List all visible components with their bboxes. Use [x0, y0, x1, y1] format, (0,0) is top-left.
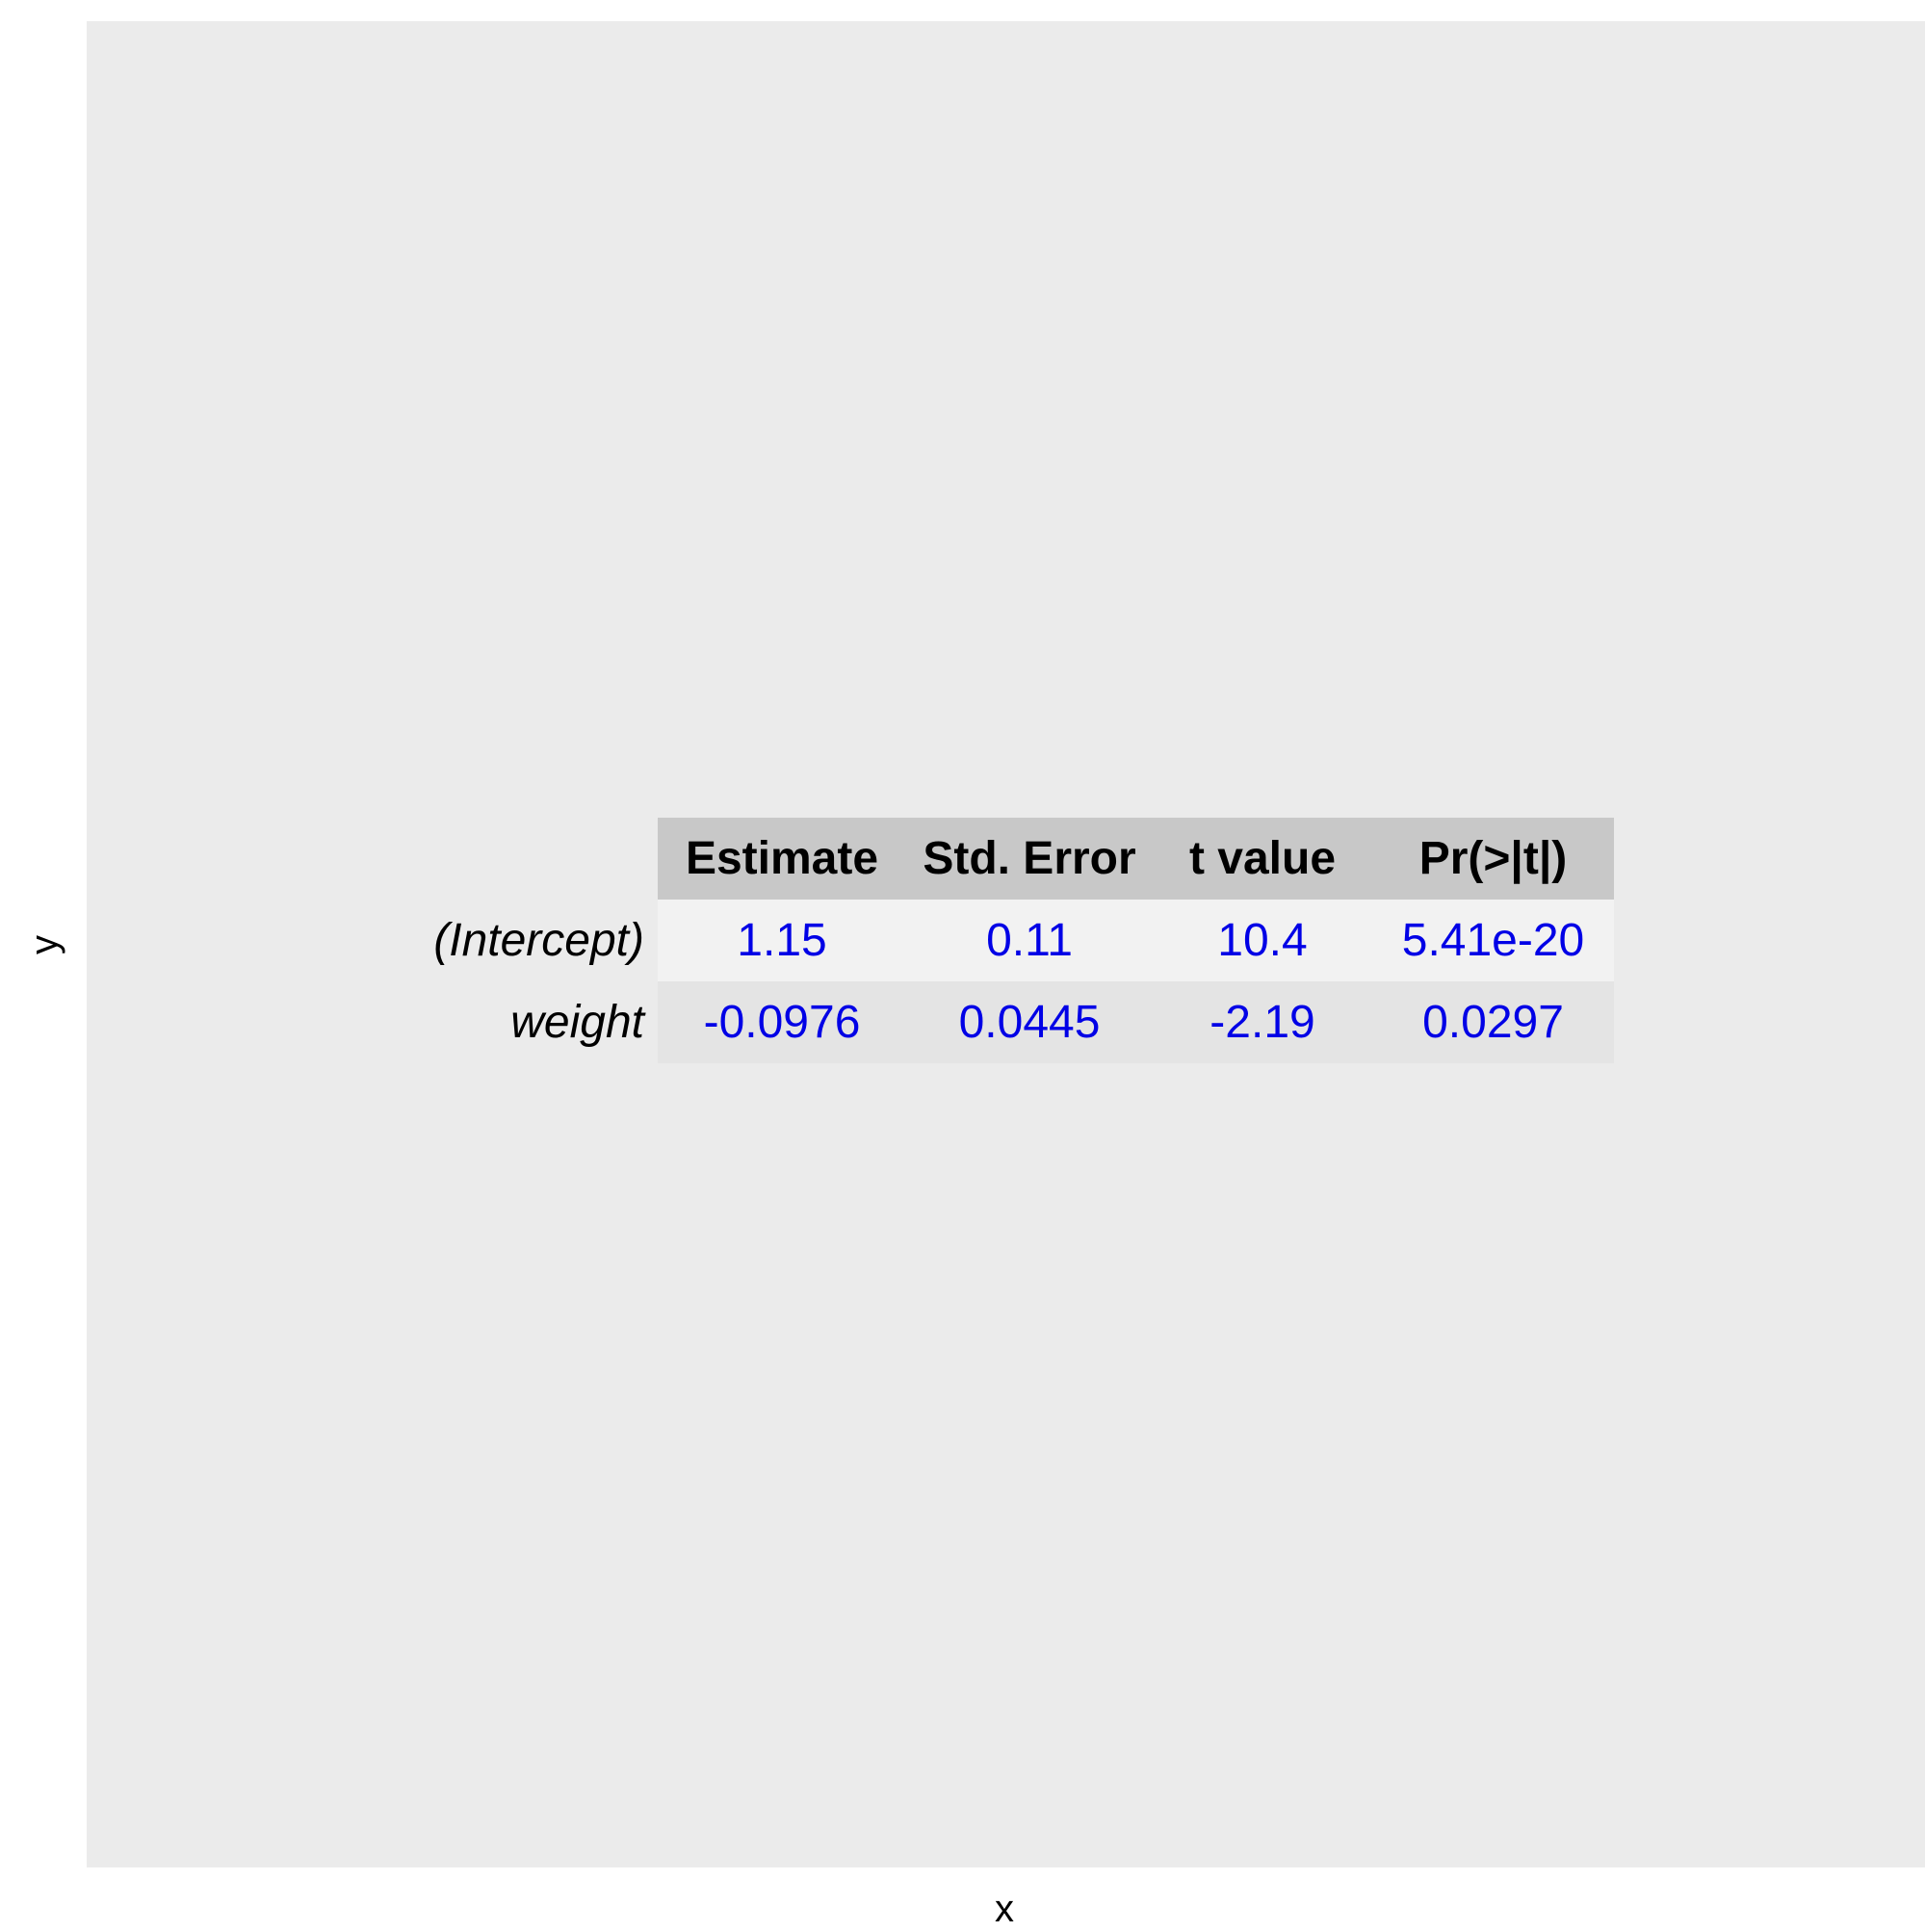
column-header-std-error: Std. Error — [906, 818, 1153, 900]
table-row-weight: weight -0.0976 0.0445 -2.19 0.0297 — [403, 981, 1614, 1063]
table-row-intercept: (Intercept) 1.15 0.11 10.4 5.41e-20 — [403, 900, 1614, 981]
row-label-intercept: (Intercept) — [433, 915, 644, 966]
table-corner-cell — [403, 818, 658, 900]
column-header-estimate: Estimate — [658, 818, 906, 900]
y-axis-title: y — [23, 935, 65, 954]
cell-intercept-t-value: 10.4 — [1153, 900, 1372, 981]
x-axis-title: x — [995, 1888, 1014, 1930]
column-header-p-value: Pr(>|t|) — [1372, 818, 1614, 900]
row-label-weight: weight — [510, 997, 644, 1048]
table-header-row: Estimate Std. Error t value Pr(>|t|) — [403, 818, 1614, 900]
cell-weight-t-value: -2.19 — [1153, 981, 1372, 1063]
coefficient-table: Estimate Std. Error t value Pr(>|t|) (In… — [403, 818, 1614, 1063]
cell-intercept-estimate: 1.15 — [658, 900, 906, 981]
cell-intercept-std-error: 0.11 — [906, 900, 1153, 981]
cell-weight-p-value: 0.0297 — [1372, 981, 1614, 1063]
cell-weight-std-error: 0.0445 — [906, 981, 1153, 1063]
column-header-t-value: t value — [1153, 818, 1372, 900]
cell-intercept-p-value: 5.41e-20 — [1372, 900, 1614, 981]
cell-weight-estimate: -0.0976 — [658, 981, 906, 1063]
